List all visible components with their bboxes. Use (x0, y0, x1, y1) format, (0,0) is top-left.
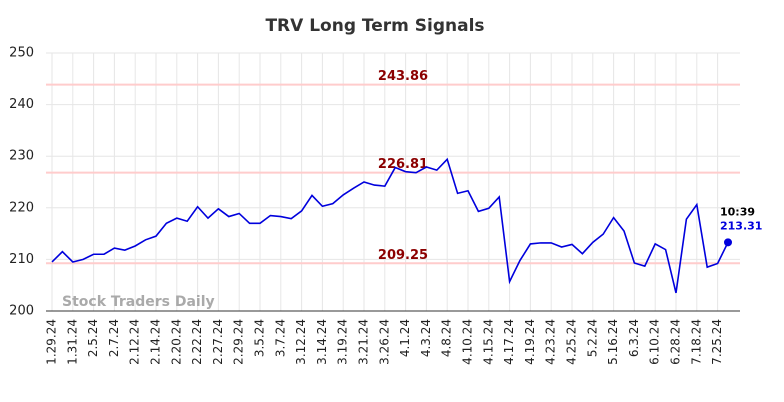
x-tick-label: 5.16.24 (606, 319, 620, 365)
x-tick-label: 6.3.24 (627, 319, 641, 357)
x-tick-label: 4.25.24 (565, 319, 579, 365)
y-tick-label: 240 (9, 97, 34, 112)
x-tick-label: 2.27.24 (211, 319, 225, 365)
x-tick-label: 2.20.24 (169, 319, 183, 365)
signal-label: 226.81 (378, 157, 428, 172)
x-tick-label: 2.14.24 (149, 319, 163, 365)
signal-label: 209.25 (378, 248, 428, 263)
x-tick-label: 6.28.24 (669, 319, 683, 365)
y-tick-label: 220 (9, 200, 34, 215)
x-tick-label: 1.31.24 (65, 319, 79, 365)
price-line (51, 157, 729, 294)
y-tick-label: 250 (9, 46, 34, 61)
x-tick-label: 5.2.24 (585, 319, 599, 357)
x-tick-label: 3.19.24 (336, 319, 350, 365)
x-tick-label: 4.19.24 (523, 319, 537, 365)
y-tick-label: 200 (9, 304, 34, 319)
x-tick-label: 4.3.24 (419, 319, 433, 357)
x-tick-label: 1.29.24 (45, 319, 59, 365)
x-tick-label: 3.21.24 (357, 319, 371, 365)
y-tick-label: 230 (9, 149, 34, 164)
x-tick-label: 3.26.24 (377, 319, 391, 365)
x-tick-label: 7.25.24 (710, 319, 724, 365)
x-tick-label: 2.7.24 (107, 319, 121, 357)
x-tick-label: 4.1.24 (398, 319, 412, 357)
x-tick-label: 3.12.24 (294, 319, 308, 365)
x-tick-label: 4.10.24 (461, 319, 475, 365)
x-tick-label: 3.5.24 (253, 319, 267, 357)
signal-label: 243.86 (378, 69, 428, 84)
x-tick-label: 3.14.24 (315, 319, 329, 365)
x-tick-label: 4.23.24 (544, 319, 558, 365)
chart-title: TRV Long Term Signals (265, 16, 484, 36)
x-tick-label: 6.10.24 (648, 319, 662, 365)
x-tick-label: 2.12.24 (128, 319, 142, 365)
last-point (724, 238, 732, 247)
x-tick-label: 2.5.24 (86, 319, 100, 357)
x-tick-label: 3.7.24 (273, 319, 287, 357)
last-time: 10:39 (720, 205, 755, 218)
x-tick-label: 2.29.24 (232, 319, 246, 365)
last-value: 213.31 (720, 219, 762, 232)
x-tick-label: 4.17.24 (502, 319, 516, 365)
x-tick-label: 4.15.24 (481, 319, 495, 365)
x-tick-label: 4.8.24 (440, 319, 454, 357)
x-tick-label: 7.18.24 (689, 319, 703, 365)
x-tick-label: 2.22.24 (190, 319, 204, 365)
watermark: Stock Traders Daily (62, 294, 215, 310)
y-tick-label: 210 (9, 252, 34, 267)
